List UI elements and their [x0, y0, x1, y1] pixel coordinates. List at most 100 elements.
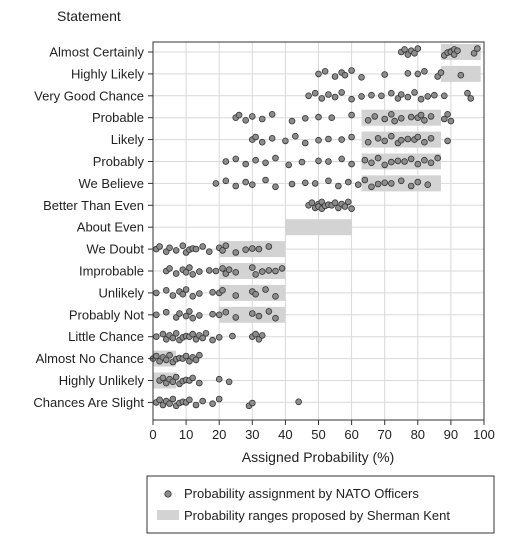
data-point — [431, 91, 438, 99]
data-point — [258, 115, 266, 123]
data-point — [219, 265, 226, 272]
data-point — [268, 135, 276, 142]
data-point — [192, 245, 200, 253]
category-label: We Believe — [78, 176, 144, 191]
kent-range-bar — [285, 219, 352, 236]
data-point — [285, 161, 293, 169]
x-axis-ticks: 0 10 20 30 40 50 60 70 80 90 100 — [149, 420, 495, 442]
data-point — [215, 395, 223, 403]
data-point — [229, 332, 236, 340]
legend-point-symbol — [164, 490, 172, 498]
data-point — [159, 330, 167, 338]
data-point — [272, 267, 279, 275]
data-point — [189, 314, 197, 322]
data-point — [331, 199, 339, 207]
data-point — [169, 292, 177, 299]
data-point — [315, 136, 322, 144]
data-point — [162, 356, 170, 364]
category-label: Highly Likely — [71, 66, 144, 81]
data-point — [315, 70, 322, 78]
data-point — [222, 242, 230, 250]
data-point — [153, 333, 160, 341]
data-point — [407, 182, 415, 190]
data-point — [427, 135, 435, 142]
data-point — [401, 46, 408, 53]
data-point — [378, 92, 385, 100]
data-point — [421, 117, 428, 124]
data-point — [454, 47, 461, 54]
data-point — [414, 178, 422, 186]
data-point — [338, 155, 345, 163]
data-point — [440, 115, 448, 123]
data-point — [189, 374, 197, 382]
data-point — [162, 308, 170, 316]
data-point — [199, 397, 206, 405]
data-point — [341, 71, 349, 79]
data-point — [156, 243, 163, 250]
data-point — [381, 71, 389, 78]
data-point — [464, 89, 471, 97]
data-point — [434, 154, 441, 162]
data-point — [344, 198, 352, 206]
data-point — [401, 158, 408, 165]
data-point — [421, 138, 428, 146]
x-tick-label: 20 — [212, 427, 226, 442]
data-point — [268, 111, 276, 118]
data-point — [470, 49, 478, 57]
data-point — [202, 329, 210, 337]
data-point — [265, 308, 273, 315]
data-point — [209, 400, 216, 408]
data-point — [301, 139, 309, 147]
data-point — [298, 158, 306, 166]
data-point — [437, 69, 445, 76]
data-point — [169, 395, 177, 403]
data-point — [424, 181, 432, 189]
data-point — [196, 290, 203, 297]
data-point — [258, 332, 266, 339]
category-label: Very Good Chance — [34, 88, 144, 103]
data-point — [421, 68, 428, 75]
data-point — [272, 292, 279, 300]
data-point — [361, 156, 369, 164]
data-point — [348, 205, 355, 213]
data-point — [265, 267, 273, 274]
data-point — [258, 138, 266, 146]
legend-range-symbol — [157, 510, 179, 520]
category-label: Likely — [111, 132, 145, 147]
data-point — [262, 286, 269, 293]
data-point — [169, 334, 177, 342]
data-point — [172, 329, 180, 337]
data-point — [272, 314, 279, 322]
data-point — [252, 156, 259, 164]
data-point — [404, 93, 412, 101]
data-point — [169, 378, 177, 386]
data-point — [321, 68, 329, 75]
data-point — [391, 117, 398, 125]
data-point — [166, 265, 173, 272]
data-point — [354, 181, 362, 189]
data-point — [249, 310, 256, 317]
data-point — [199, 334, 206, 342]
data-point — [232, 268, 240, 276]
data-point — [242, 160, 249, 168]
data-point — [209, 310, 216, 318]
data-point — [182, 286, 190, 293]
x-tick-label: 70 — [377, 427, 391, 442]
data-point — [358, 74, 365, 81]
data-point — [305, 92, 312, 100]
data-point — [404, 70, 412, 77]
data-point — [407, 155, 415, 163]
category-label: Almost No Chance — [36, 351, 144, 366]
data-point — [328, 114, 336, 121]
data-point — [474, 45, 481, 52]
data-point — [397, 136, 405, 144]
data-point — [252, 330, 259, 338]
data-point — [424, 93, 432, 100]
category-label: About Even — [77, 220, 144, 235]
kent-range-bar — [440, 44, 481, 60]
data-point — [242, 246, 249, 254]
data-point — [215, 333, 223, 341]
data-point — [189, 292, 197, 300]
data-point — [219, 286, 226, 294]
